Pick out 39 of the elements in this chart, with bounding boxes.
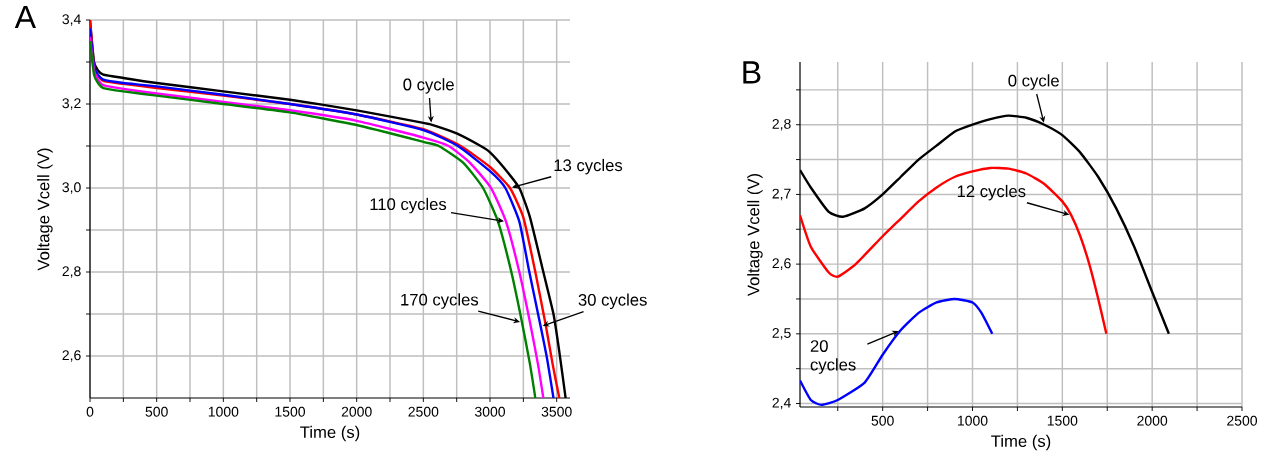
y-tick-label: 3,4 (62, 14, 81, 26)
x-tick-label: 1500 (275, 406, 306, 417)
x-tick-label: 500 (871, 415, 894, 426)
chart-title: A (14, 6, 37, 29)
annotation: 110 cycles (370, 197, 447, 214)
annotation: 12 cycles (957, 184, 1026, 201)
annotation: 0 cycle (403, 78, 454, 94)
y-tick-label: 2,8 (772, 118, 791, 131)
x-tick-label: 0 (86, 406, 94, 417)
x-tick-label: 2000 (341, 406, 372, 417)
x-tick-label: 2500 (1227, 415, 1258, 426)
y-tick-label: 2,5 (772, 328, 791, 340)
y-tick-label: 3,0 (62, 182, 81, 194)
y-axis-title: Voltage Vcell (V) (37, 148, 53, 271)
y-tick-label: 2,4 (772, 397, 791, 410)
x-tick-label: 3000 (474, 406, 506, 417)
y-axis-title: Voltage Vcell (V) (747, 173, 763, 297)
x-tick-label: 500 (145, 406, 168, 417)
y-tick-label: 2,6 (772, 258, 791, 270)
chart-title: B (743, 61, 761, 84)
x-tick-label: 1000 (957, 415, 988, 426)
annotation: 13 cycles (554, 158, 623, 175)
y-tick-label: 3,2 (62, 98, 81, 110)
annotation: 30 cycles (578, 293, 647, 310)
x-axis-title: Time (s) (300, 425, 360, 442)
annotation: 0 cycle (1008, 74, 1059, 90)
annotation: 20 cycles (810, 340, 856, 374)
x-tick-label: 3500 (541, 406, 572, 417)
annotation: 170 cycles (401, 293, 479, 309)
x-tick-label: 1500 (1047, 415, 1078, 426)
x-tick-label: 1000 (208, 406, 239, 417)
line-series (800, 166, 1108, 336)
x-axis-title: Time (s) (991, 434, 1051, 451)
x-tick-label: 2500 (408, 406, 439, 417)
y-tick-label: 2,8 (62, 266, 81, 278)
y-tick-label: 2,6 (62, 350, 81, 362)
line-series (800, 297, 994, 407)
x-tick-label: 2000 (1137, 415, 1168, 426)
y-tick-label: 2,7 (772, 188, 791, 201)
